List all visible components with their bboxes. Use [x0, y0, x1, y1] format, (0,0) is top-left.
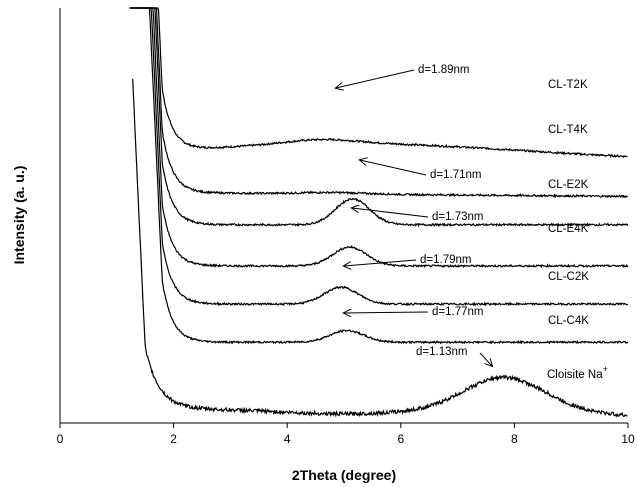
- curve-label-cl-t4k: CL-T4K: [548, 124, 588, 136]
- curve-cloisite-na-: [132, 78, 628, 418]
- x-tick-label-8: 8: [511, 432, 518, 446]
- curve-label-cloisite-base: Cloisite Na: [547, 369, 603, 381]
- curves: [129, 7, 629, 418]
- x-tick-label-4: 4: [284, 432, 291, 446]
- annotation-arrow-4: [344, 259, 417, 266]
- curve-cl-c2k: [131, 7, 629, 307]
- curve-cl-e4k: [131, 7, 629, 269]
- curve-cl-c4k: [131, 7, 628, 345]
- curve-label-cl-e2k: CL-E2K: [548, 179, 589, 191]
- curve-cl-t4k: [129, 7, 629, 199]
- annotation-arrow-2: [360, 160, 427, 176]
- curve-labels: CL-T2K CL-T4K CL-E2K CL-E4K CL-C2K CL-C4K Cloi…: [547, 79, 608, 381]
- annotation-arrow-6: [479, 352, 492, 366]
- x-axis-title: 2Theta (degree): [292, 467, 396, 483]
- curve-cl-t2k: [129, 7, 628, 159]
- x-tick-label-6: 6: [397, 432, 404, 446]
- annotation-cl-t2k: d=1.89nm: [418, 64, 469, 76]
- curve-label-cl-c2k: CL-C2K: [548, 271, 589, 283]
- annotations: d=1.89nm d=1.71nm d=1.73nm d=1.79nm d=1.77nm…: [336, 64, 492, 366]
- curve-label-cloisite-sup: +: [603, 364, 608, 374]
- y-axis-title: Intensity (a. u.): [11, 166, 27, 265]
- curve-label-cl-e4k: CL-E4K: [548, 223, 589, 235]
- annotation-cl-c4k: d=1.77nm: [432, 306, 483, 318]
- x-tick-label-10: 10: [621, 432, 635, 446]
- curve-label-cloisite-na: Cloisite Na+: [547, 364, 608, 381]
- annotation-cl-c2k: d=1.79nm: [420, 254, 471, 266]
- annotation-arrow-5: [344, 312, 429, 313]
- curve-label-cl-c4k: CL-C4K: [548, 315, 589, 327]
- x-tick-label-0: 0: [57, 432, 64, 446]
- annotation-cl-e4k: d=1.73nm: [432, 211, 483, 223]
- annotation-cl-e2k: d=1.71nm: [430, 169, 481, 181]
- curve-label-cl-t2k: CL-T2K: [548, 79, 588, 91]
- plot-area: 0 2 4 6 8 10 CL-T2KCL-T4KCL-E2KCL-E4KCL-C2KCL…: [57, 7, 635, 446]
- x-tick-label-2: 2: [170, 432, 177, 446]
- x-ticks: 0 2 4 6 8 10: [57, 423, 635, 446]
- annotation-arrow-0: [336, 69, 415, 88]
- annotation-arrow-3: [352, 208, 429, 218]
- annotation-cloisite-na-: d=1.13nm: [416, 346, 467, 358]
- curve-cl-e2k: [131, 7, 629, 228]
